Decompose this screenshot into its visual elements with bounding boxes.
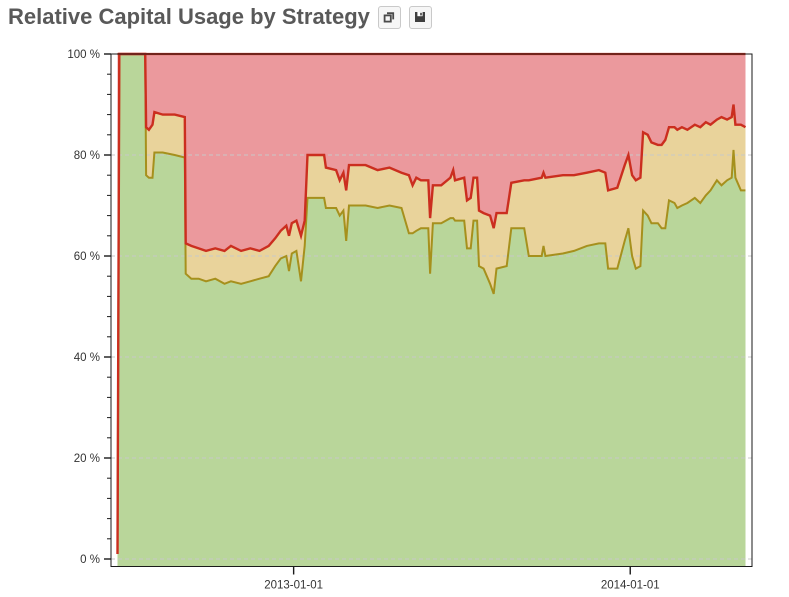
boundary-line-green-top (116, 53, 746, 555)
y-axis-label: 100 % (67, 49, 100, 61)
area-yellow (117, 54, 746, 554)
popout-button[interactable] (377, 5, 401, 29)
area-red (117, 54, 746, 554)
plot-frame (110, 53, 753, 567)
save-button[interactable] (408, 5, 432, 29)
chart-header: Relative Capital Usage by Strategy (8, 4, 432, 30)
boundary-line-yellow-top (116, 52, 747, 555)
y-axis-label: 60 % (74, 251, 100, 263)
popout-window-icon (382, 10, 396, 24)
area-green (117, 54, 746, 567)
save-disk-icon (413, 10, 427, 24)
y-axis-label: 80 % (74, 150, 100, 162)
chart-title: Relative Capital Usage by Strategy (8, 4, 370, 29)
y-axis-label: 0 % (80, 554, 100, 566)
y-axis-label: 40 % (74, 352, 100, 364)
y-axis-label: 20 % (74, 453, 100, 465)
x-axis-label: 2014-01-01 (601, 580, 660, 592)
x-axis-label: 2013-01-01 (264, 580, 323, 592)
